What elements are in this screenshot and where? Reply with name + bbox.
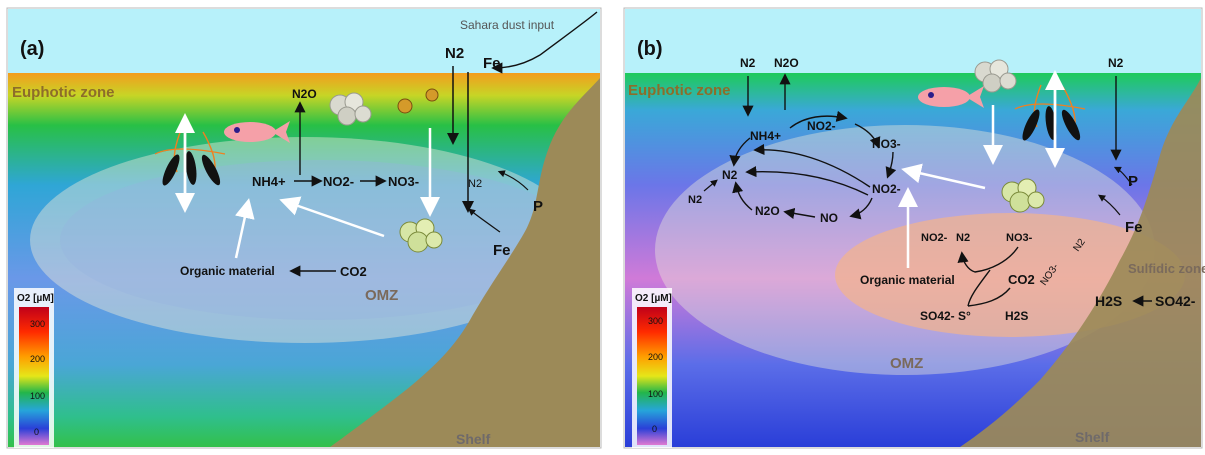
fe-shelf-a: Fe <box>493 242 511 259</box>
omz-ellipse-a <box>30 137 580 343</box>
panel-label-b: (b) <box>637 38 663 60</box>
colorbar-title-a: O2 [µM] <box>17 293 54 304</box>
fe-label-b: Fe <box>1125 219 1143 236</box>
dino-icon-a <box>397 98 413 114</box>
nh4-a: NH4+ <box>252 174 286 189</box>
organic-b: Organic material <box>860 273 955 287</box>
colorbar-a: O2 [µM] 300 200 100 0 <box>14 288 54 448</box>
colorbar-tick-b-0: 300 <box>648 316 663 326</box>
p-label-b: P <box>1128 173 1138 190</box>
fe-surface-a: Fe <box>483 55 501 72</box>
n2-out-b: N2 <box>688 194 702 206</box>
nh4-b: NH4+ <box>750 129 781 143</box>
n2-surface-b1: N2 <box>740 56 756 70</box>
panel-a: (a) Sahara dust input Euphotic zone N2 F… <box>6 7 602 449</box>
colorbar-tick-a-0: 300 <box>30 319 45 329</box>
colorbar-tick-a-2: 100 <box>30 391 45 401</box>
no3-b: NO3- <box>872 137 901 151</box>
euphotic-label-b: Euphotic zone <box>628 82 731 99</box>
euphotic-label-a: Euphotic zone <box>12 84 115 101</box>
colorbar-b: O2 [µM] 300 200 100 0 <box>632 288 672 448</box>
n2-cycle-b: N2 <box>722 168 738 182</box>
n2-surface-a: N2 <box>445 45 464 62</box>
co2-b: CO2 <box>1008 272 1035 287</box>
h2s-right-b: H2S <box>1095 293 1122 309</box>
panel-label-a: (a) <box>20 38 44 60</box>
n2o-surface-b: N2O <box>774 56 799 70</box>
so4-s-b: SO42- S° <box>920 309 971 323</box>
no2-lower-b: NO2- <box>921 232 948 244</box>
no2-top-b: NO2- <box>807 119 836 133</box>
colorbar-title-b: O2 [µM] <box>635 293 672 304</box>
shelf-a <box>330 78 600 447</box>
dust-label: Sahara dust input <box>460 18 555 32</box>
organic-a: Organic material <box>180 264 275 278</box>
no-b: NO <box>820 211 838 225</box>
p-label-a: P <box>533 198 543 215</box>
no2-a: NO2- <box>323 174 354 189</box>
shelf-label-a: Shelf <box>456 431 491 447</box>
sky-b <box>625 9 1201 73</box>
no3-a: NO3- <box>388 174 419 189</box>
colorbar-tick-a-3: 0 <box>34 427 39 437</box>
sky-a <box>8 9 600 73</box>
so4-right-b: SO42- <box>1155 293 1196 309</box>
co2-a: CO2 <box>340 264 367 279</box>
colorbar-tick-b-3: 0 <box>652 424 657 434</box>
dust-arrow <box>491 11 598 74</box>
colorbar-tick-b-1: 200 <box>648 352 663 362</box>
n2o-cycle-b: N2O <box>755 204 780 218</box>
n2o-a: N2O <box>292 87 317 101</box>
shelf-b <box>960 78 1201 447</box>
sulfidic-label: Sulfidic zone <box>1128 261 1205 276</box>
n2-lower-b: N2 <box>956 232 970 244</box>
h2s-center-b: H2S <box>1005 309 1028 323</box>
no2-right-b: NO2- <box>872 182 901 196</box>
n2-inner-a: N2 <box>468 178 482 190</box>
colorbar-tick-a-1: 200 <box>30 354 45 364</box>
shelf-label-b: Shelf <box>1075 429 1110 445</box>
n2-surface-b2: N2 <box>1108 56 1124 70</box>
panel-b: (b) Euphotic zone N2 N2O N2 NH4+ NO2- NO… <box>623 7 1205 449</box>
no3-lower-b: NO3- <box>1006 232 1033 244</box>
omz-label-a: OMZ <box>365 287 398 304</box>
colorbar-tick-b-2: 100 <box>648 389 663 399</box>
omz-label-b: OMZ <box>890 355 923 372</box>
